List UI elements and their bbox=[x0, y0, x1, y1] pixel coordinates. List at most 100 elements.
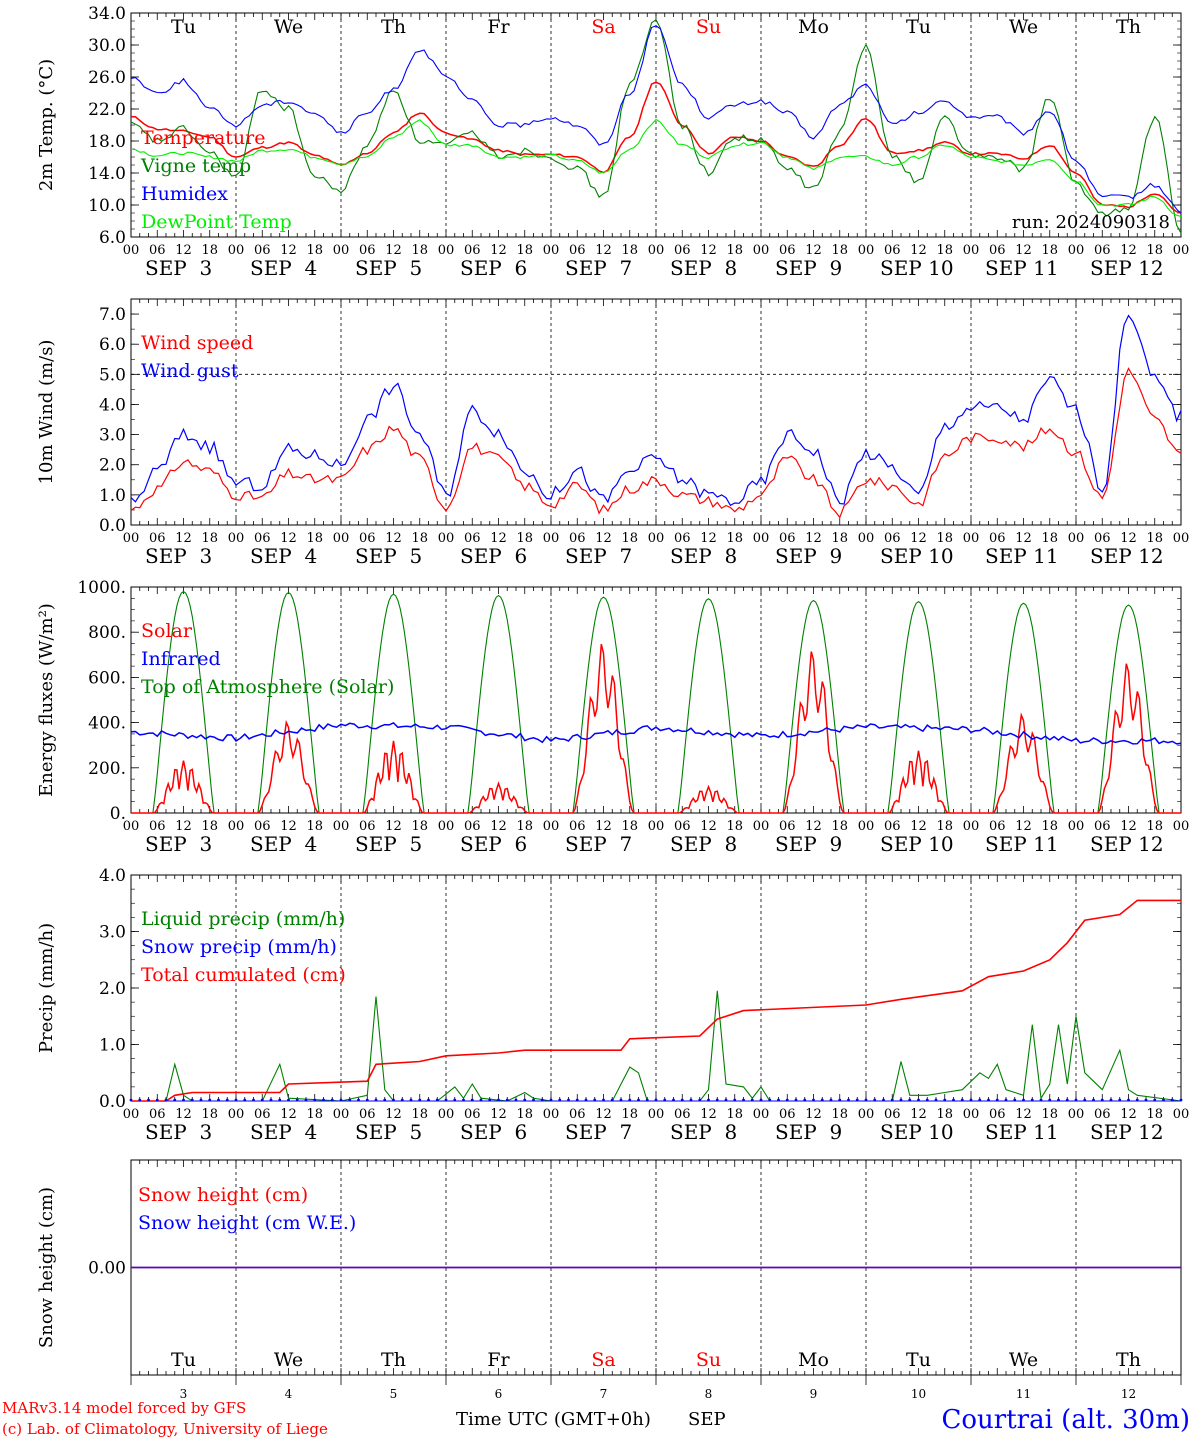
hour-tick-label: 18 bbox=[411, 531, 428, 546]
day-number-label: 8 bbox=[705, 1387, 713, 1401]
date-label: SEP 12 bbox=[1090, 256, 1164, 280]
snow-precip-marker bbox=[637, 1098, 640, 1102]
hour-tick-label: 00 bbox=[123, 531, 140, 546]
hour-tick-label: 00 bbox=[1173, 1107, 1190, 1122]
snow-precip-marker bbox=[409, 1098, 413, 1102]
snow-precip-marker bbox=[934, 1098, 938, 1102]
snow-precip-marker bbox=[164, 1098, 168, 1102]
snow-precip-marker bbox=[1179, 1098, 1183, 1102]
hour-tick-label: 06 bbox=[149, 1107, 166, 1122]
snow-precip-marker bbox=[339, 1098, 343, 1102]
weekday-label: Mo bbox=[798, 1349, 829, 1371]
hour-tick-label: 12 bbox=[595, 819, 612, 834]
snow-precip-marker bbox=[1135, 1098, 1139, 1102]
weekday-label: Th bbox=[1116, 16, 1141, 38]
hour-tick-label: 12 bbox=[490, 1107, 507, 1122]
snow-precip-marker bbox=[960, 1098, 964, 1102]
snow-precip-marker bbox=[1022, 1098, 1025, 1102]
snow-precip-marker bbox=[260, 1098, 264, 1102]
hour-tick-label: 00 bbox=[648, 243, 665, 258]
y-axis-label: Energy fluxes (W/m²) bbox=[36, 603, 57, 797]
hour-tick-label: 06 bbox=[1094, 531, 1111, 546]
snow-precip-marker bbox=[812, 1098, 815, 1102]
day-number-label: 3 bbox=[180, 1387, 188, 1401]
date-label: SEP 12 bbox=[1090, 1120, 1164, 1144]
date-label: SEP 4 bbox=[250, 256, 317, 280]
hour-tick-label: 18 bbox=[831, 531, 848, 546]
snow-precip-marker bbox=[654, 1098, 658, 1102]
snow-precip-marker bbox=[785, 1098, 789, 1102]
y-tick-label: 34.0 bbox=[88, 4, 126, 24]
snow-precip-marker bbox=[1144, 1098, 1148, 1102]
snow-precip-marker bbox=[925, 1098, 929, 1102]
x-axis-title: Time UTC (GMT+0h) bbox=[456, 1409, 651, 1430]
series-line-liquid-precip-mm-h- bbox=[131, 990, 1182, 1102]
date-label: SEP 3 bbox=[145, 544, 212, 568]
y-tick-label: 3.0 bbox=[99, 923, 126, 943]
hour-tick-label: 06 bbox=[464, 819, 481, 834]
y-tick-label: 5.0 bbox=[99, 365, 126, 385]
snow-precip-marker bbox=[672, 1098, 675, 1102]
date-label: SEP 6 bbox=[460, 1120, 527, 1144]
station-title: Courtrai (alt. 30m) bbox=[942, 1405, 1191, 1435]
legend-entry: Temperature bbox=[141, 127, 265, 149]
snow-precip-marker bbox=[497, 1098, 500, 1102]
snow-precip-marker bbox=[190, 1098, 194, 1102]
date-label: SEP 12 bbox=[1090, 832, 1164, 856]
series-line-wind-speed bbox=[130, 367, 1182, 519]
snow-precip-marker bbox=[1048, 1098, 1052, 1102]
legend-entry: Total cumulated (cm) bbox=[141, 964, 346, 986]
date-label: SEP 3 bbox=[145, 1120, 212, 1144]
hour-tick-label: 18 bbox=[411, 819, 428, 834]
weekday-label: We bbox=[274, 1349, 303, 1371]
snow-precip-marker bbox=[829, 1098, 833, 1102]
hour-tick-label: 00 bbox=[333, 819, 350, 834]
hour-tick-label: 12 bbox=[910, 1107, 927, 1122]
legend-entry: Snow height (cm W.E.) bbox=[138, 1212, 356, 1234]
hour-tick-label: 18 bbox=[201, 819, 218, 834]
panel-4: 0.0 1.0 2.0 3.0 4.0 Precip (mm/h) Liquid preci… bbox=[36, 866, 1189, 1144]
hour-tick-label: 00 bbox=[753, 531, 770, 546]
y-tick-label: 1.0 bbox=[99, 1036, 126, 1056]
hour-tick-label: 00 bbox=[333, 531, 350, 546]
hour-tick-label: 00 bbox=[438, 531, 455, 546]
hour-tick-label: 18 bbox=[936, 819, 953, 834]
date-label: SEP 5 bbox=[355, 256, 422, 280]
series-line-humidex bbox=[130, 25, 1182, 214]
hour-tick-label: 00 bbox=[228, 531, 245, 546]
snow-precip-marker bbox=[619, 1098, 623, 1102]
snow-precip-marker bbox=[1065, 1098, 1069, 1102]
hour-tick-label: 00 bbox=[1068, 243, 1085, 258]
day-number-label: 5 bbox=[390, 1387, 398, 1401]
hour-tick-label: 06 bbox=[674, 819, 691, 834]
hour-tick-label: 00 bbox=[228, 243, 245, 258]
hour-tick-label: 00 bbox=[543, 819, 560, 834]
hour-tick-label: 18 bbox=[1041, 531, 1058, 546]
hour-tick-label: 06 bbox=[779, 1107, 796, 1122]
hour-tick-label: 00 bbox=[438, 819, 455, 834]
snow-precip-marker bbox=[1013, 1098, 1017, 1102]
hour-tick-label: 12 bbox=[280, 819, 297, 834]
hour-tick-label: 18 bbox=[621, 819, 638, 834]
weekday-label: Fr bbox=[487, 16, 510, 38]
hour-tick-label: 12 bbox=[700, 531, 717, 546]
snow-precip-marker bbox=[182, 1098, 185, 1102]
snow-precip-marker bbox=[1083, 1098, 1087, 1102]
hour-tick-label: 12 bbox=[385, 531, 402, 546]
footer-copyright: (c) Lab. of Climatology, University of L… bbox=[2, 1420, 328, 1438]
hour-tick-label: 18 bbox=[1146, 819, 1163, 834]
snow-precip-marker bbox=[838, 1098, 842, 1102]
snow-precip-marker bbox=[138, 1098, 142, 1102]
hour-tick-label: 00 bbox=[963, 243, 980, 258]
hour-tick-label: 06 bbox=[779, 243, 796, 258]
snow-precip-marker bbox=[287, 1098, 290, 1102]
y-tick-label: 6.0 bbox=[99, 228, 126, 248]
weekday-label: Th bbox=[381, 16, 406, 38]
hour-tick-label: 12 bbox=[280, 1107, 297, 1122]
snow-precip-marker bbox=[1153, 1098, 1157, 1102]
hour-tick-label: 06 bbox=[149, 243, 166, 258]
date-label: SEP 9 bbox=[775, 1120, 842, 1144]
hour-tick-label: 00 bbox=[753, 1107, 770, 1122]
y-tick-label: 18.0 bbox=[88, 132, 126, 152]
snow-precip-marker bbox=[689, 1098, 693, 1102]
